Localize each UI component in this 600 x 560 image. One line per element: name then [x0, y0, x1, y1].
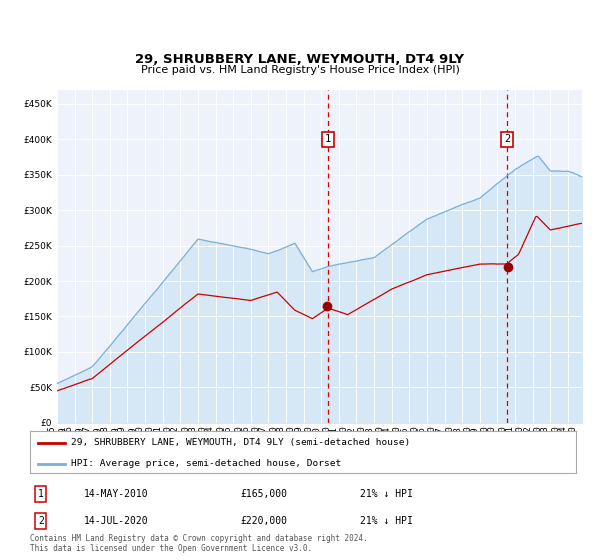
Text: 2: 2 — [38, 516, 44, 526]
Text: 1: 1 — [38, 489, 44, 499]
Text: Contains HM Land Registry data © Crown copyright and database right 2024.
This d: Contains HM Land Registry data © Crown c… — [30, 534, 368, 553]
Text: 21% ↓ HPI: 21% ↓ HPI — [360, 516, 413, 526]
Text: £220,000: £220,000 — [240, 516, 287, 526]
Text: £165,000: £165,000 — [240, 489, 287, 499]
Text: HPI: Average price, semi-detached house, Dorset: HPI: Average price, semi-detached house,… — [71, 459, 341, 469]
Text: 14-MAY-2010: 14-MAY-2010 — [84, 489, 149, 499]
Text: 29, SHRUBBERY LANE, WEYMOUTH, DT4 9LY (semi-detached house): 29, SHRUBBERY LANE, WEYMOUTH, DT4 9LY (s… — [71, 438, 410, 447]
Text: 2: 2 — [504, 134, 510, 144]
Text: 21% ↓ HPI: 21% ↓ HPI — [360, 489, 413, 499]
Text: 14-JUL-2020: 14-JUL-2020 — [84, 516, 149, 526]
Text: 29, SHRUBBERY LANE, WEYMOUTH, DT4 9LY: 29, SHRUBBERY LANE, WEYMOUTH, DT4 9LY — [136, 53, 464, 67]
Text: Price paid vs. HM Land Registry's House Price Index (HPI): Price paid vs. HM Land Registry's House … — [140, 65, 460, 75]
Text: 1: 1 — [325, 134, 331, 144]
